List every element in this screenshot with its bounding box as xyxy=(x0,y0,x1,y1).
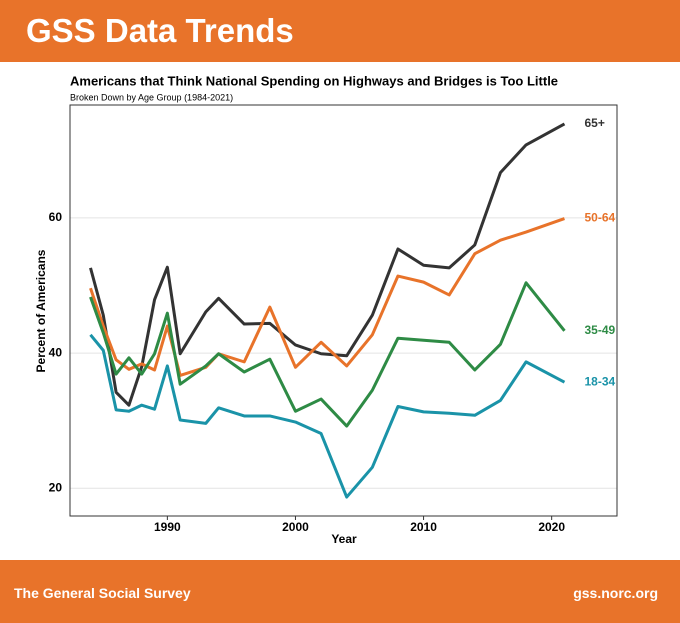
footer-left: The General Social Survey xyxy=(14,585,191,601)
x-axis-label: Year xyxy=(331,532,357,546)
y-tick-label: 60 xyxy=(49,210,63,224)
series-line xyxy=(89,333,566,499)
y-axis-label: Percent of Americans xyxy=(34,249,48,372)
footer: The General Social Survey gss.norc.org xyxy=(0,560,680,623)
plot-frame xyxy=(69,104,618,517)
chart-subtitle: Broken Down by Age Group (1984-2021) xyxy=(70,92,233,102)
x-tick-label: 2000 xyxy=(282,520,309,534)
x-tick-label: 2010 xyxy=(410,520,437,534)
series-label: 35-49 xyxy=(584,323,615,337)
x-tick-label: 1990 xyxy=(154,520,181,534)
footer-right: gss.norc.org xyxy=(573,585,658,601)
x-tick-label: 2020 xyxy=(538,520,565,534)
series-label: 50-64 xyxy=(584,211,615,225)
header-title: GSS Data Trends xyxy=(26,12,294,49)
series-line xyxy=(89,281,566,428)
chart: Americans that Think National Spending o… xyxy=(34,73,618,546)
y-tick-label: 40 xyxy=(49,345,63,359)
series-line xyxy=(89,122,566,407)
y-tick-label: 20 xyxy=(49,480,63,494)
header: GSS Data Trends xyxy=(0,0,680,62)
series-line xyxy=(89,217,565,377)
series-label: 18-34 xyxy=(584,374,615,388)
chart-title: Americans that Think National Spending o… xyxy=(70,73,558,88)
series-label: 65+ xyxy=(584,116,604,130)
